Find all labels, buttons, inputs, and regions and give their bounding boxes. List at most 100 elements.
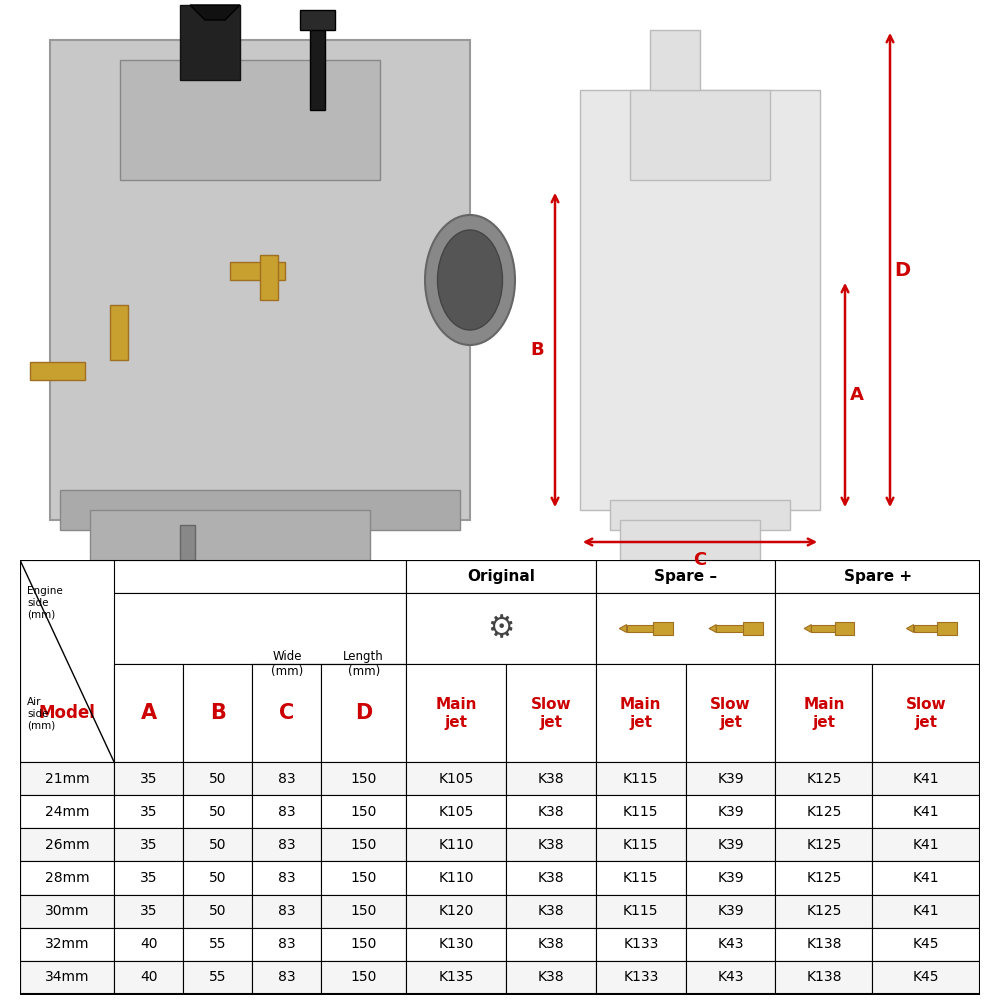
Bar — [775, 762, 872, 795]
Text: A: A — [141, 703, 157, 723]
Text: K105: K105 — [438, 805, 474, 819]
Text: 50: 50 — [209, 871, 227, 885]
Bar — [406, 861, 506, 895]
Bar — [406, 762, 506, 795]
Text: D: D — [894, 260, 910, 279]
Text: K41: K41 — [913, 871, 939, 885]
Bar — [596, 795, 686, 828]
Text: C: C — [693, 551, 707, 569]
Bar — [114, 762, 183, 795]
Bar — [183, 664, 252, 762]
Text: Slow
jet: Slow jet — [531, 697, 571, 730]
Bar — [872, 828, 980, 861]
Bar — [872, 664, 980, 762]
Bar — [183, 762, 252, 795]
Bar — [506, 828, 596, 861]
Text: 83: 83 — [278, 838, 296, 852]
Bar — [406, 560, 596, 593]
Bar — [20, 560, 114, 762]
Bar — [252, 795, 321, 828]
Bar — [183, 961, 252, 994]
Text: Engine
side
(mm): Engine side (mm) — [27, 586, 63, 619]
Polygon shape — [709, 625, 716, 632]
Polygon shape — [190, 5, 240, 20]
Bar — [686, 928, 775, 961]
Bar — [114, 795, 183, 828]
Text: K115: K115 — [623, 904, 659, 918]
Bar — [114, 861, 183, 895]
Bar — [775, 593, 980, 664]
Text: 35: 35 — [140, 805, 157, 819]
Text: K125: K125 — [806, 772, 842, 786]
Bar — [60, 490, 460, 530]
Text: 150: 150 — [350, 871, 377, 885]
Text: K38: K38 — [538, 904, 564, 918]
Bar — [686, 664, 775, 762]
Text: 83: 83 — [278, 970, 296, 984]
Text: K39: K39 — [717, 871, 744, 885]
Text: 55: 55 — [209, 937, 227, 951]
Text: K41: K41 — [913, 772, 939, 786]
Bar — [183, 861, 252, 895]
Text: K38: K38 — [538, 937, 564, 951]
Bar — [30, 362, 85, 380]
Bar — [775, 961, 872, 994]
Bar — [120, 60, 380, 180]
Text: B: B — [530, 341, 544, 359]
Text: 55: 55 — [209, 970, 227, 984]
Bar — [506, 895, 596, 928]
Bar — [110, 305, 128, 360]
Bar — [596, 961, 686, 994]
Bar — [260, 255, 278, 300]
Text: 150: 150 — [350, 970, 377, 984]
Text: 150: 150 — [350, 805, 377, 819]
Bar — [183, 895, 252, 928]
Text: 35: 35 — [140, 838, 157, 852]
Text: 34mm: 34mm — [45, 970, 89, 984]
Bar — [406, 664, 506, 762]
Text: K38: K38 — [538, 970, 564, 984]
Bar — [835, 622, 854, 635]
Bar — [406, 928, 506, 961]
Bar — [872, 961, 980, 994]
Text: K39: K39 — [717, 838, 744, 852]
Text: K41: K41 — [913, 805, 939, 819]
Polygon shape — [804, 625, 811, 632]
Bar — [775, 928, 872, 961]
Text: K115: K115 — [623, 838, 659, 852]
Text: K115: K115 — [623, 772, 659, 786]
Bar — [506, 961, 596, 994]
Bar — [180, 525, 195, 560]
Bar — [20, 861, 114, 895]
Bar — [20, 895, 114, 928]
Text: K133: K133 — [623, 970, 659, 984]
Bar — [627, 625, 655, 632]
Bar — [686, 795, 775, 828]
Bar — [114, 928, 183, 961]
Bar — [406, 593, 596, 664]
Bar — [252, 961, 321, 994]
Bar — [406, 895, 506, 928]
Text: 32mm: 32mm — [45, 937, 89, 951]
Text: 83: 83 — [278, 937, 296, 951]
Text: 83: 83 — [278, 904, 296, 918]
Text: D: D — [355, 703, 372, 723]
Ellipse shape — [425, 215, 515, 345]
Text: K41: K41 — [913, 904, 939, 918]
Bar — [596, 928, 686, 961]
Text: 150: 150 — [350, 937, 377, 951]
Bar — [775, 828, 872, 861]
Polygon shape — [619, 625, 627, 632]
Text: B: B — [210, 703, 226, 723]
Text: K115: K115 — [623, 871, 659, 885]
Bar — [406, 961, 506, 994]
Text: K110: K110 — [438, 838, 474, 852]
Text: 35: 35 — [140, 904, 157, 918]
Bar — [321, 928, 406, 961]
Text: K38: K38 — [538, 772, 564, 786]
Bar — [653, 622, 673, 635]
Bar — [406, 828, 506, 861]
Bar — [90, 510, 370, 560]
Text: Length
(mm): Length (mm) — [343, 650, 384, 678]
Bar — [686, 961, 775, 994]
